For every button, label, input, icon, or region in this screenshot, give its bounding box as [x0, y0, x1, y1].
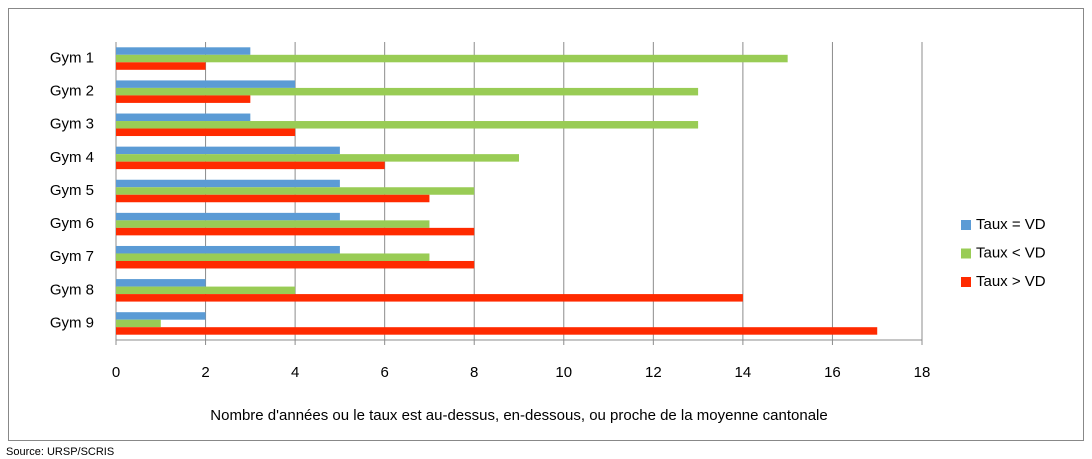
- bar: [116, 327, 878, 335]
- x-tick-label: 12: [645, 364, 662, 381]
- x-tick-label: 14: [735, 364, 752, 381]
- bar: [116, 312, 206, 320]
- x-tick-label: 18: [914, 364, 931, 381]
- bar: [116, 227, 475, 236]
- y-tick-label: Gym 9: [50, 314, 94, 331]
- y-tick-label: Gym 6: [50, 215, 94, 232]
- bar: [116, 54, 788, 63]
- bar: [116, 286, 296, 295]
- x-axis-label: Nombre d'années ou le taux est au-dessus…: [210, 407, 827, 424]
- bar: [116, 80, 296, 88]
- y-tick-label: Gym 7: [50, 248, 94, 265]
- bar: [116, 294, 743, 302]
- bar: [116, 154, 519, 162]
- bar: [116, 220, 430, 228]
- bar: [116, 179, 340, 188]
- bar: [116, 62, 206, 70]
- bar: [116, 161, 385, 170]
- bar: [116, 319, 161, 328]
- legend-label: Taux > VD: [976, 273, 1046, 290]
- bar: [116, 95, 251, 103]
- bar: [116, 279, 206, 287]
- y-tick-label: Gym 2: [50, 83, 94, 100]
- bar: [116, 245, 340, 254]
- bar: [116, 113, 251, 122]
- source-note: Source: URSP/SCRIS: [6, 446, 114, 458]
- bar: [116, 146, 340, 155]
- legend-swatch: [961, 220, 971, 230]
- y-tick-label: Gym 4: [50, 149, 94, 166]
- bar: [116, 212, 340, 221]
- bar: [116, 87, 699, 96]
- chart-border: [8, 8, 1084, 441]
- bar: [116, 187, 475, 195]
- x-tick-label: 2: [201, 364, 209, 381]
- x-tick-label: 6: [380, 364, 388, 381]
- y-tick-label: Gym 3: [50, 116, 94, 133]
- legend-swatch: [961, 248, 971, 259]
- bar: [116, 121, 699, 129]
- bar: [116, 260, 475, 269]
- legend-label: Taux = VD: [976, 216, 1046, 233]
- bar: [116, 253, 430, 261]
- x-tick-label: 4: [291, 364, 299, 381]
- y-tick-label: Gym 1: [50, 50, 94, 67]
- x-tick-label: 16: [824, 364, 841, 381]
- legend-swatch: [961, 277, 971, 287]
- x-tick-label: 10: [555, 364, 572, 381]
- bar: [116, 194, 430, 203]
- legend-label: Taux < VD: [976, 244, 1046, 261]
- x-tick-label: 8: [470, 364, 478, 381]
- x-tick-label: 0: [112, 364, 120, 381]
- bar: [116, 47, 251, 55]
- bar: [116, 128, 296, 137]
- y-tick-label: Gym 5: [50, 182, 94, 199]
- y-tick-label: Gym 8: [50, 281, 94, 298]
